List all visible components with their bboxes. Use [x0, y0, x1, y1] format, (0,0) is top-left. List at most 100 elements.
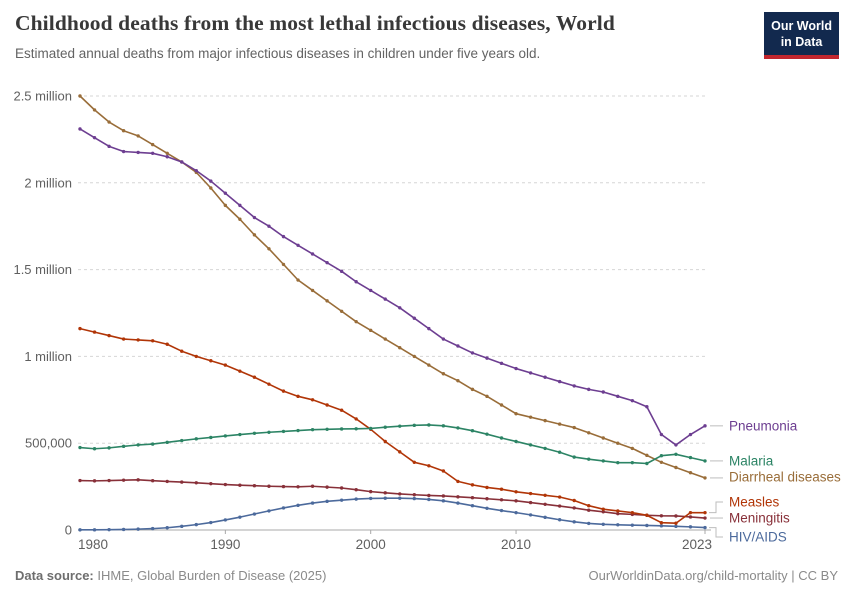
data-point-hiv-aids[interactable]: [645, 523, 649, 528]
data-point-malaria[interactable]: [499, 436, 504, 440]
data-point-pneumonia[interactable]: [281, 234, 286, 239]
data-point-pneumonia[interactable]: [543, 375, 547, 379]
data-point-malaria[interactable]: [209, 435, 213, 440]
data-point-meningitis[interactable]: [499, 498, 504, 502]
data-point-malaria[interactable]: [528, 443, 533, 447]
data-point-pneumonia[interactable]: [136, 150, 140, 155]
data-point-meningitis[interactable]: [194, 481, 198, 485]
data-point-meningitis[interactable]: [165, 479, 169, 484]
data-point-diarrheal-diseases[interactable]: [339, 309, 344, 313]
data-point-malaria[interactable]: [180, 438, 184, 443]
data-point-measles[interactable]: [107, 333, 111, 338]
data-point-malaria[interactable]: [296, 428, 300, 433]
data-point-diarrheal-diseases[interactable]: [209, 186, 213, 190]
data-point-malaria[interactable]: [383, 425, 387, 429]
data-point-hiv-aids[interactable]: [238, 515, 242, 519]
data-point-diarrheal-diseases[interactable]: [587, 431, 591, 435]
data-point-meningitis[interactable]: [368, 489, 373, 494]
data-point-hiv-aids[interactable]: [412, 496, 417, 501]
legend-label-measles[interactable]: Measles: [729, 495, 780, 510]
data-point-malaria[interactable]: [92, 447, 97, 451]
data-point-hiv-aids[interactable]: [296, 503, 300, 508]
data-point-measles[interactable]: [456, 479, 460, 484]
data-point-malaria[interactable]: [601, 459, 605, 463]
data-point-hiv-aids[interactable]: [557, 518, 562, 522]
data-point-measles[interactable]: [659, 521, 664, 525]
data-point-meningitis[interactable]: [514, 499, 518, 503]
data-point-diarrheal-diseases[interactable]: [296, 278, 300, 282]
data-point-meningitis[interactable]: [281, 484, 286, 489]
data-point-pneumonia[interactable]: [485, 356, 489, 360]
data-point-meningitis[interactable]: [180, 480, 184, 484]
data-point-measles[interactable]: [630, 510, 635, 515]
data-point-measles[interactable]: [339, 408, 344, 412]
data-point-measles[interactable]: [485, 485, 489, 490]
data-point-malaria[interactable]: [252, 431, 257, 436]
data-point-meningitis[interactable]: [267, 484, 271, 488]
data-point-diarrheal-diseases[interactable]: [252, 233, 257, 237]
data-point-pneumonia[interactable]: [107, 144, 111, 149]
data-point-pneumonia[interactable]: [528, 371, 533, 375]
data-point-pneumonia[interactable]: [121, 149, 126, 154]
data-point-meningitis[interactable]: [601, 510, 605, 514]
data-point-hiv-aids[interactable]: [616, 523, 620, 527]
data-point-meningitis[interactable]: [470, 496, 475, 500]
data-point-malaria[interactable]: [354, 427, 358, 431]
data-point-malaria[interactable]: [310, 427, 315, 432]
data-point-hiv-aids[interactable]: [441, 499, 446, 503]
data-point-measles[interactable]: [412, 460, 417, 464]
data-point-measles[interactable]: [616, 509, 620, 513]
data-point-measles[interactable]: [441, 469, 446, 473]
data-point-measles[interactable]: [674, 521, 678, 525]
legend-label-hiv-aids[interactable]: HIV/AIDS: [729, 530, 787, 545]
data-point-malaria[interactable]: [368, 426, 373, 431]
data-point-malaria[interactable]: [107, 446, 111, 450]
data-point-measles[interactable]: [281, 389, 286, 393]
data-point-hiv-aids[interactable]: [107, 527, 111, 532]
data-point-meningitis[interactable]: [543, 502, 547, 507]
data-point-measles[interactable]: [180, 349, 184, 353]
data-point-hiv-aids[interactable]: [528, 513, 533, 517]
data-point-meningitis[interactable]: [121, 478, 126, 482]
data-point-measles[interactable]: [150, 339, 155, 343]
data-point-pneumonia[interactable]: [412, 316, 417, 320]
data-point-meningitis[interactable]: [92, 479, 97, 483]
data-point-diarrheal-diseases[interactable]: [368, 328, 373, 333]
data-point-hiv-aids[interactable]: [587, 521, 591, 526]
data-point-meningitis[interactable]: [616, 511, 620, 516]
series-line-meningitis[interactable]: [79, 479, 706, 519]
data-point-hiv-aids[interactable]: [325, 499, 329, 504]
data-point-pneumonia[interactable]: [78, 127, 82, 131]
data-point-measles[interactable]: [354, 417, 358, 421]
data-point-pneumonia[interactable]: [601, 390, 605, 394]
data-point-measles[interactable]: [528, 491, 533, 496]
data-point-hiv-aids[interactable]: [121, 527, 126, 532]
data-point-malaria[interactable]: [238, 432, 242, 437]
data-point-hiv-aids[interactable]: [180, 524, 184, 529]
data-point-hiv-aids[interactable]: [703, 525, 707, 530]
data-point-meningitis[interactable]: [354, 488, 358, 492]
data-point-pneumonia[interactable]: [368, 288, 373, 293]
data-point-hiv-aids[interactable]: [659, 524, 664, 528]
data-point-hiv-aids[interactable]: [165, 526, 169, 530]
data-point-hiv-aids[interactable]: [194, 522, 198, 527]
data-point-meningitis[interactable]: [485, 497, 489, 501]
data-point-pneumonia[interactable]: [310, 252, 315, 256]
data-point-hiv-aids[interactable]: [572, 520, 576, 524]
data-point-pneumonia[interactable]: [514, 366, 518, 371]
data-point-hiv-aids[interactable]: [688, 525, 693, 529]
data-point-measles[interactable]: [296, 394, 300, 399]
data-point-pneumonia[interactable]: [339, 269, 344, 274]
data-point-hiv-aids[interactable]: [267, 509, 271, 513]
data-point-diarrheal-diseases[interactable]: [514, 411, 518, 416]
data-point-meningitis[interactable]: [136, 478, 140, 482]
data-point-meningitis[interactable]: [688, 515, 693, 519]
data-point-hiv-aids[interactable]: [499, 508, 504, 513]
data-point-malaria[interactable]: [325, 427, 329, 432]
data-point-meningitis[interactable]: [674, 514, 678, 518]
data-point-hiv-aids[interactable]: [630, 523, 635, 527]
data-point-measles[interactable]: [557, 495, 562, 499]
data-point-measles[interactable]: [165, 342, 169, 346]
data-point-meningitis[interactable]: [78, 478, 82, 483]
data-point-diarrheal-diseases[interactable]: [703, 476, 707, 480]
